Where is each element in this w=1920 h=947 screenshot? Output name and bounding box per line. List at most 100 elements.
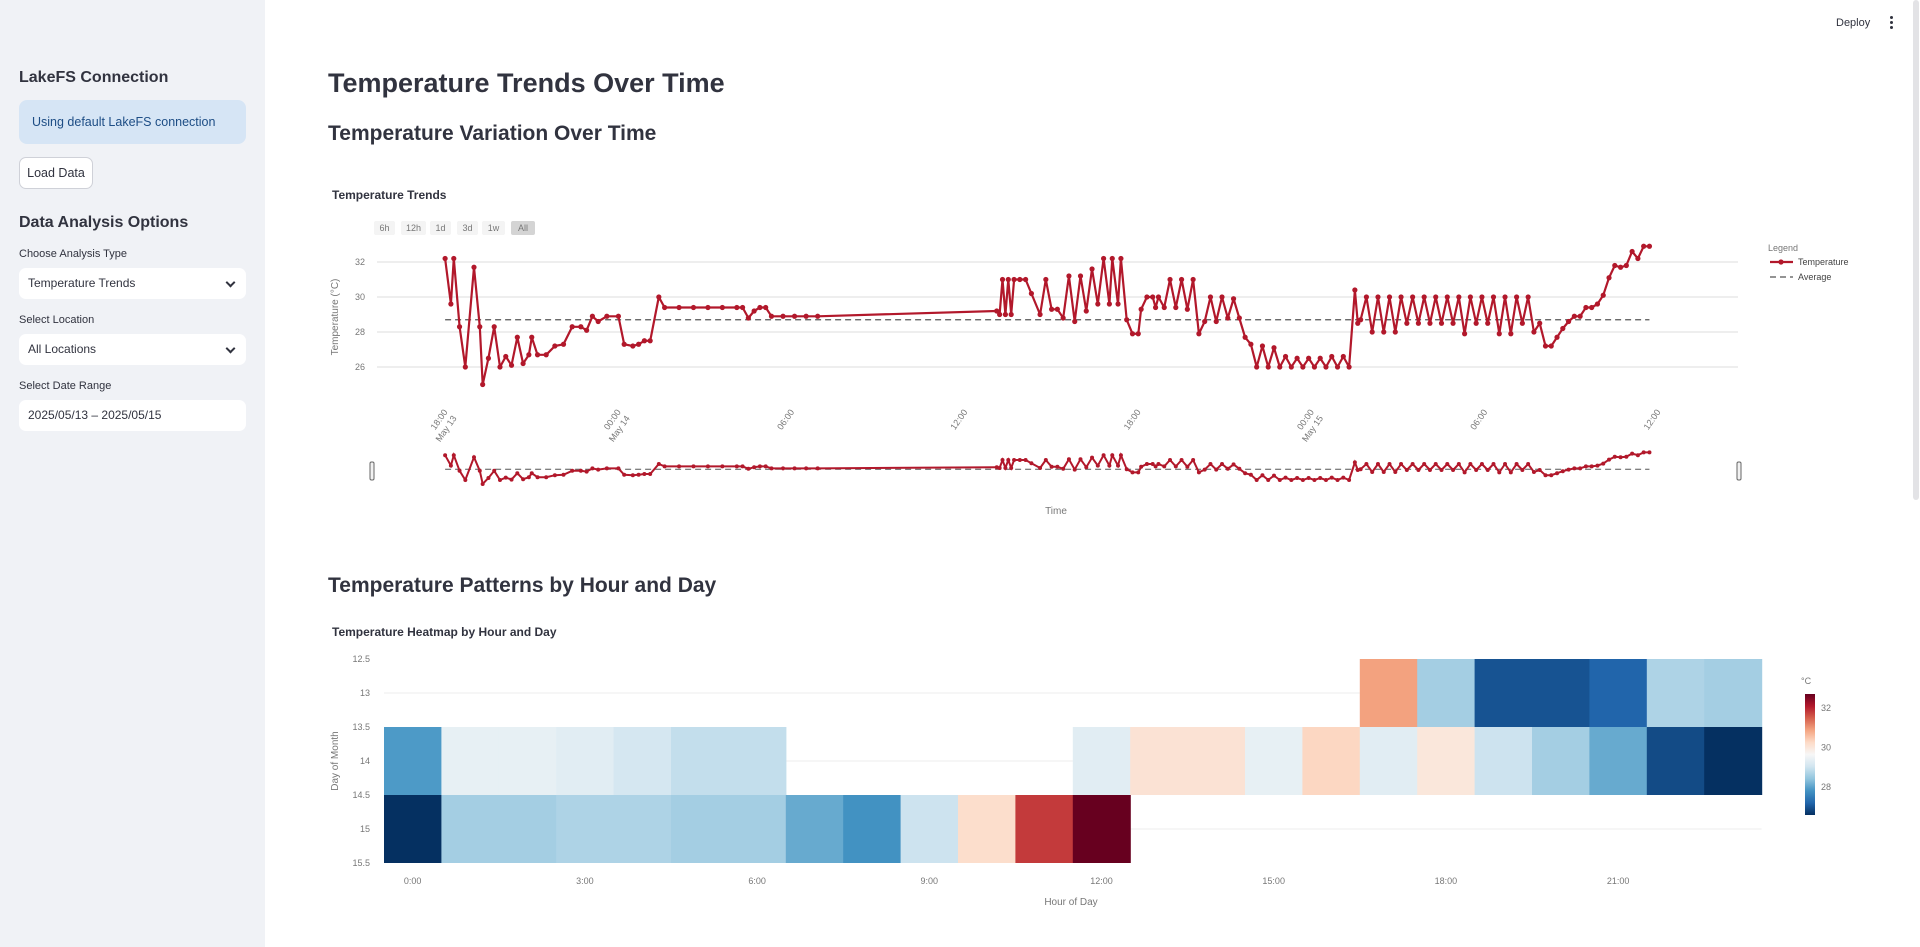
slider-point [720, 464, 725, 469]
temperature-point [656, 294, 662, 300]
range-button-12h[interactable]: 12h [401, 221, 426, 235]
temperature-point [1135, 331, 1141, 337]
temperature-point [1109, 255, 1115, 262]
temperature-point [552, 343, 558, 349]
heatmap-x-label: Hour of Day [1044, 897, 1097, 908]
heatmap-cell [671, 727, 729, 795]
slider-point [763, 464, 768, 469]
slider-point [492, 468, 497, 473]
slider-point [792, 466, 797, 471]
temperature-point [1375, 294, 1381, 300]
temperature-point [1138, 306, 1144, 312]
slider-point [1003, 466, 1008, 470]
location-select[interactable]: All Locations [19, 334, 246, 365]
slider-point [1347, 478, 1352, 482]
legend-title: Legend [1768, 243, 1798, 253]
temperature-point [1190, 276, 1196, 283]
range-button-1w[interactable]: 1w [482, 221, 505, 235]
temperature-point [1049, 306, 1055, 312]
temperature-point [1641, 243, 1647, 249]
legend-item-average[interactable]: Average [1770, 272, 1831, 282]
range-button-6h[interactable]: 6h [374, 221, 395, 235]
temperature-point [1089, 266, 1095, 272]
temperature-point [1028, 290, 1034, 297]
heatmap-cell [384, 795, 442, 863]
slider-point [1589, 464, 1594, 469]
date-range-value: 2025/05/13 – 2025/05/15 [28, 408, 162, 422]
heatmap-x-tick: 21:00 [1607, 876, 1630, 886]
slider-point [1208, 462, 1213, 466]
slider-point [1023, 458, 1028, 462]
temperature-point [1060, 315, 1066, 321]
temperature-point [1404, 320, 1410, 326]
range-slider-handle[interactable] [1736, 461, 1742, 481]
temperature-point [705, 304, 711, 311]
heatmap-cell [1646, 727, 1705, 795]
slider-point [1543, 473, 1548, 478]
temperature-point [745, 315, 751, 321]
range-button-3d[interactable]: 3d [457, 221, 478, 235]
temperature-point [1043, 276, 1049, 283]
temperature-point [1635, 255, 1641, 262]
scrollbar[interactable] [1913, 0, 1919, 500]
slider-point [781, 466, 786, 471]
slider-point [815, 466, 820, 471]
temperature-point [584, 327, 590, 333]
slider-point [463, 478, 468, 482]
temperature-point [1242, 334, 1248, 340]
slider-point [1153, 464, 1158, 469]
heatmap-cell [613, 795, 672, 863]
slider-point [1393, 470, 1398, 474]
temperature-point [589, 313, 596, 319]
heatmap-x-tick: 9:00 [921, 876, 939, 886]
slider-point [648, 472, 653, 476]
range-button-1d[interactable]: 1d [430, 221, 451, 235]
temperature-point [994, 308, 1000, 314]
temperature-point [1144, 294, 1150, 300]
temperature-point [1037, 311, 1043, 318]
temperature-point [1161, 304, 1167, 311]
date-range-label: Select Date Range [19, 380, 112, 392]
x-axis-label: Time [1045, 506, 1067, 517]
heatmap-cell [1704, 727, 1763, 795]
slider-point [535, 475, 540, 480]
slider-point [752, 465, 757, 470]
date-range-input[interactable]: 2025/05/13 – 2025/05/15 [19, 400, 246, 431]
deploy-button[interactable]: Deploy [1836, 17, 1871, 29]
range-slider-handle[interactable] [369, 461, 375, 481]
slider-point [471, 455, 476, 460]
temperature-point [1438, 320, 1445, 326]
heatmap-cell [1072, 727, 1131, 795]
slider-point [1179, 458, 1184, 462]
temperature-point [1473, 320, 1479, 326]
temperature-point [1083, 308, 1089, 314]
temperature-point [647, 338, 653, 344]
slider-point [561, 472, 566, 477]
slider-point [1283, 475, 1288, 480]
kebab-menu-icon[interactable] [1890, 16, 1894, 30]
slider-point [1607, 457, 1612, 462]
slider-point [1078, 457, 1083, 462]
temperature-point [503, 353, 509, 360]
range-button-All[interactable]: All [511, 221, 535, 235]
heatmap-cell [1474, 659, 1533, 727]
y-tick-label: 30 [355, 292, 365, 302]
analysis-type-select[interactable]: Temperature Trends [19, 268, 246, 299]
slider-point [1404, 468, 1409, 472]
temperature-point [1508, 331, 1514, 337]
temperature-point [1311, 364, 1318, 370]
slider-point [1456, 462, 1461, 466]
slider-point [1497, 470, 1502, 475]
heatmap-cell [728, 795, 787, 863]
load-data-button[interactable]: Load Data [19, 157, 93, 189]
slider-point [1168, 458, 1173, 462]
legend-item-temperature[interactable]: Temperature [1770, 257, 1849, 267]
slider-point [1214, 467, 1219, 472]
slider-point [662, 464, 667, 469]
temperature-point [615, 313, 621, 319]
slider-point [1156, 462, 1161, 466]
temperature-point [662, 304, 668, 311]
heatmap-cell [556, 795, 615, 863]
slider-point [1202, 467, 1207, 472]
